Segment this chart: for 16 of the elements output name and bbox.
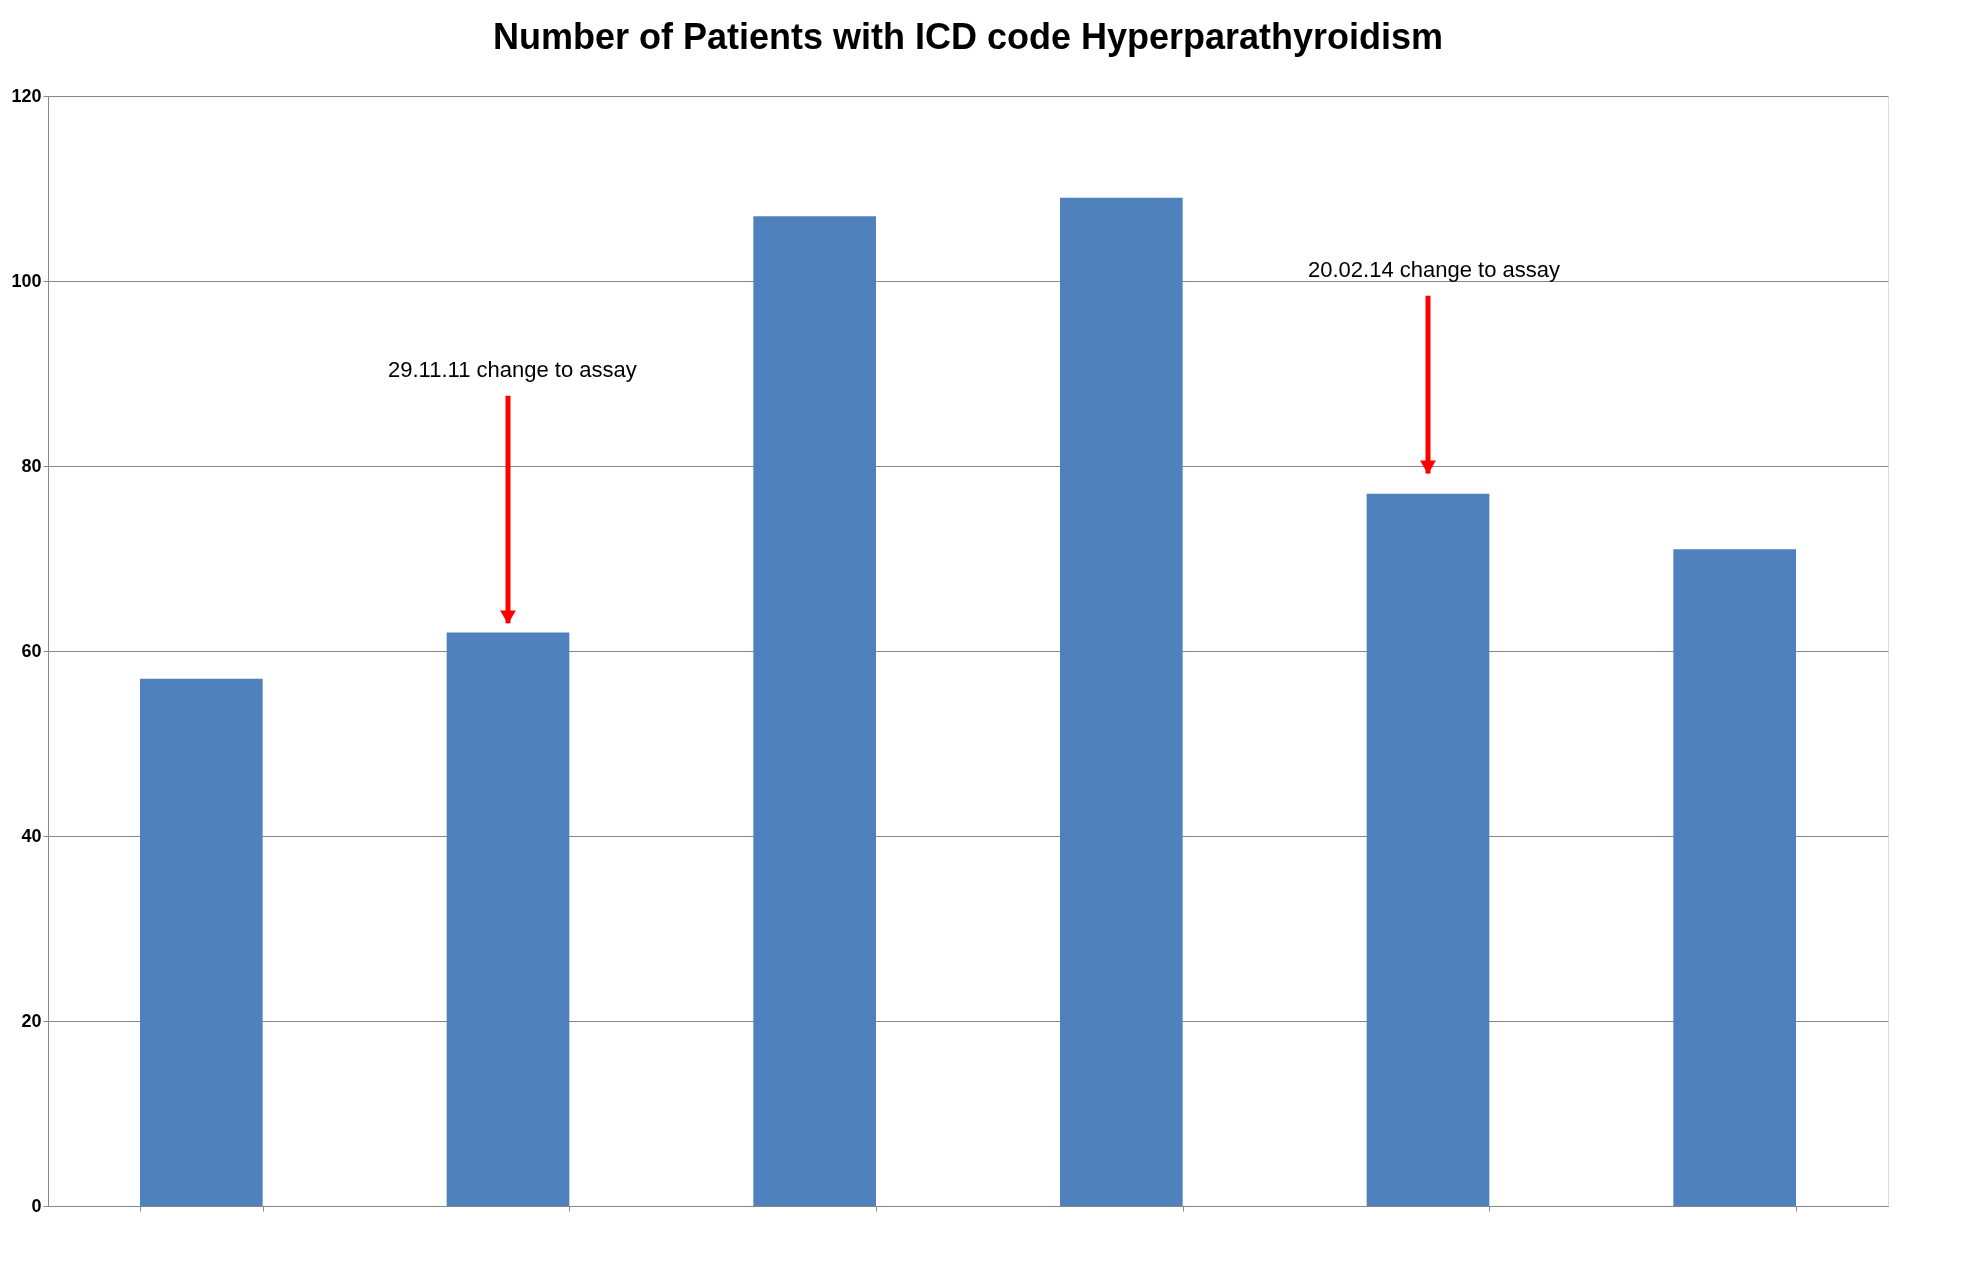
y-tick-label: 40	[21, 825, 42, 846]
bar	[140, 678, 263, 1206]
y-tick-label: 60	[21, 640, 42, 661]
annotation: 20.02.14 change to assay	[1308, 256, 1560, 282]
bar	[753, 216, 876, 1206]
y-tick-label: 100	[11, 270, 42, 291]
y-tick-label: 0	[31, 1195, 42, 1216]
bar	[446, 632, 570, 1206]
bar	[1060, 197, 1183, 1206]
annotation: 29.11.11 change to assay	[388, 356, 637, 382]
y-tick-label: 20	[21, 1010, 42, 1031]
bar	[1673, 549, 1796, 1206]
chart-title: Number of Patients with ICD code Hyperparathyroidism	[492, 16, 1444, 57]
bar	[1366, 493, 1490, 1206]
y-tick-label: 120	[11, 85, 42, 106]
y-tick-label: 80	[21, 455, 42, 476]
